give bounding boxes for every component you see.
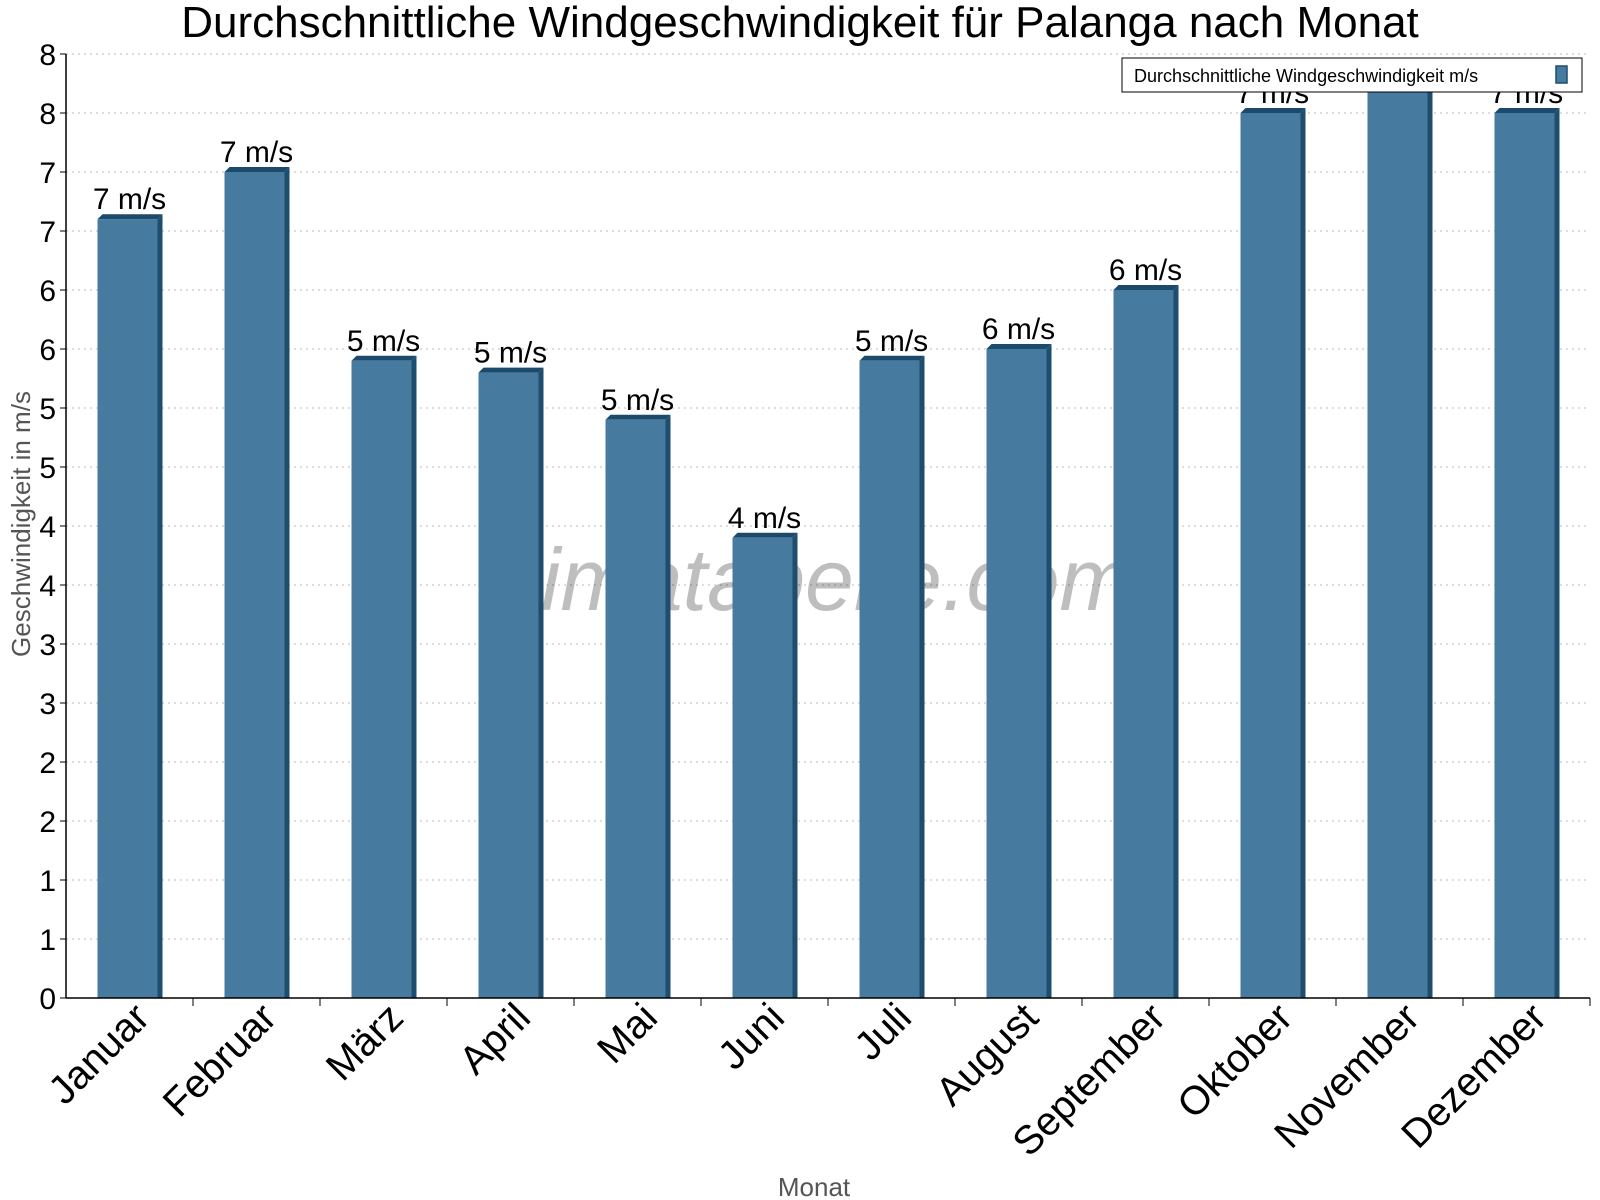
chart-title: Durchschnittliche Windgeschwindigkeit fü… <box>181 0 1419 47</box>
data-label: 4 m/s <box>728 502 801 535</box>
y-tick-label: 1 <box>39 924 56 957</box>
y-tick-label: 2 <box>39 747 56 780</box>
data-label: 7 m/s <box>93 183 166 216</box>
y-tick-label: 6 <box>39 334 56 367</box>
bar-side <box>284 167 290 998</box>
bar <box>986 349 1047 998</box>
legend-swatch <box>1555 65 1568 84</box>
data-label: 5 m/s <box>601 384 674 417</box>
bar <box>1494 113 1555 998</box>
y-tick-label: 3 <box>39 688 56 721</box>
bar <box>478 372 539 999</box>
x-tick-label: August <box>928 995 1047 1114</box>
y-tick-label: 8 <box>39 98 56 131</box>
bar-side <box>411 355 417 998</box>
bar-top <box>1240 108 1306 113</box>
x-tick-label: Mai <box>589 995 666 1072</box>
data-label: 5 m/s <box>474 337 547 370</box>
x-axis-label: Monat <box>778 1172 851 1200</box>
y-tick-label: 7 <box>39 216 56 249</box>
bar-side <box>919 355 925 998</box>
bar-side <box>665 414 671 998</box>
bar-top <box>224 167 290 172</box>
y-tick-label: 7 <box>39 157 56 190</box>
x-tick-label: Juni <box>710 995 793 1078</box>
bar-side <box>1300 108 1306 998</box>
bar <box>732 537 793 998</box>
y-tick-label: 0 <box>39 983 56 1016</box>
x-tick-label: Februar <box>155 995 285 1125</box>
bar <box>351 360 412 998</box>
bar <box>859 360 920 998</box>
data-label: 6 m/s <box>1109 254 1182 287</box>
data-label: 5 m/s <box>855 325 928 358</box>
y-tick-label: 3 <box>39 629 56 662</box>
bar-side <box>538 367 544 999</box>
bar-top <box>1494 108 1560 113</box>
bar-top <box>605 414 671 420</box>
y-tick-label: 6 <box>39 275 56 308</box>
y-tick-label: 8 <box>39 39 56 72</box>
y-tick-label: 1 <box>39 865 56 898</box>
axes <box>60 53 1591 1006</box>
bar-top <box>351 355 417 361</box>
bar <box>224 172 285 998</box>
y-tick-label: 4 <box>39 511 56 544</box>
bar-side <box>1046 344 1052 998</box>
bar <box>605 419 666 998</box>
bar-side <box>792 532 798 998</box>
bar-top <box>1113 285 1179 290</box>
bar <box>1113 290 1174 998</box>
x-tick-label: Januar <box>40 995 158 1113</box>
data-label: 7 m/s <box>220 136 293 169</box>
legend-box <box>1121 57 1583 93</box>
bar-top <box>478 367 544 373</box>
bar-top <box>732 532 798 538</box>
x-tick-label: März <box>318 995 412 1089</box>
grid-lines <box>66 53 1590 940</box>
bar-top <box>97 214 163 220</box>
legend-label: Durchschnittliche Windgeschwindigkeit m/… <box>1134 66 1478 86</box>
bar-top <box>859 355 925 361</box>
y-tick-label: 2 <box>39 806 56 839</box>
x-tick-label: April <box>451 995 539 1083</box>
bar <box>1367 89 1428 998</box>
bar-side <box>1554 108 1560 998</box>
y-axis-label: Geschwindigkeit in m/s <box>6 391 36 657</box>
bar-side <box>1173 285 1179 998</box>
bar <box>97 219 158 998</box>
x-tick-label: Juli <box>846 995 920 1069</box>
bar-side <box>157 214 163 998</box>
y-tick-label: 5 <box>39 452 56 485</box>
legend: Durchschnittliche Windgeschwindigkeit m/… <box>1121 57 1583 93</box>
y-tick-labels: 0 1 1 2 2 3 3 4 4 5 5 6 6 7 7 8 8 <box>39 39 56 1016</box>
bar <box>1240 113 1301 998</box>
data-label: 6 m/s <box>982 313 1055 346</box>
bars: 7 m/s 7 m/s 5 m/s 5 m/s 5 m/s 4 m/s 5 m/s 6 m/s… <box>93 53 1563 999</box>
y-tick-label: 5 <box>39 393 56 426</box>
y-tick-label: 4 <box>39 570 56 603</box>
x-tick-label: Oktober <box>1169 995 1301 1127</box>
bar-top <box>986 344 1052 349</box>
bar-side <box>1427 84 1433 998</box>
data-label: 5 m/s <box>347 325 420 358</box>
